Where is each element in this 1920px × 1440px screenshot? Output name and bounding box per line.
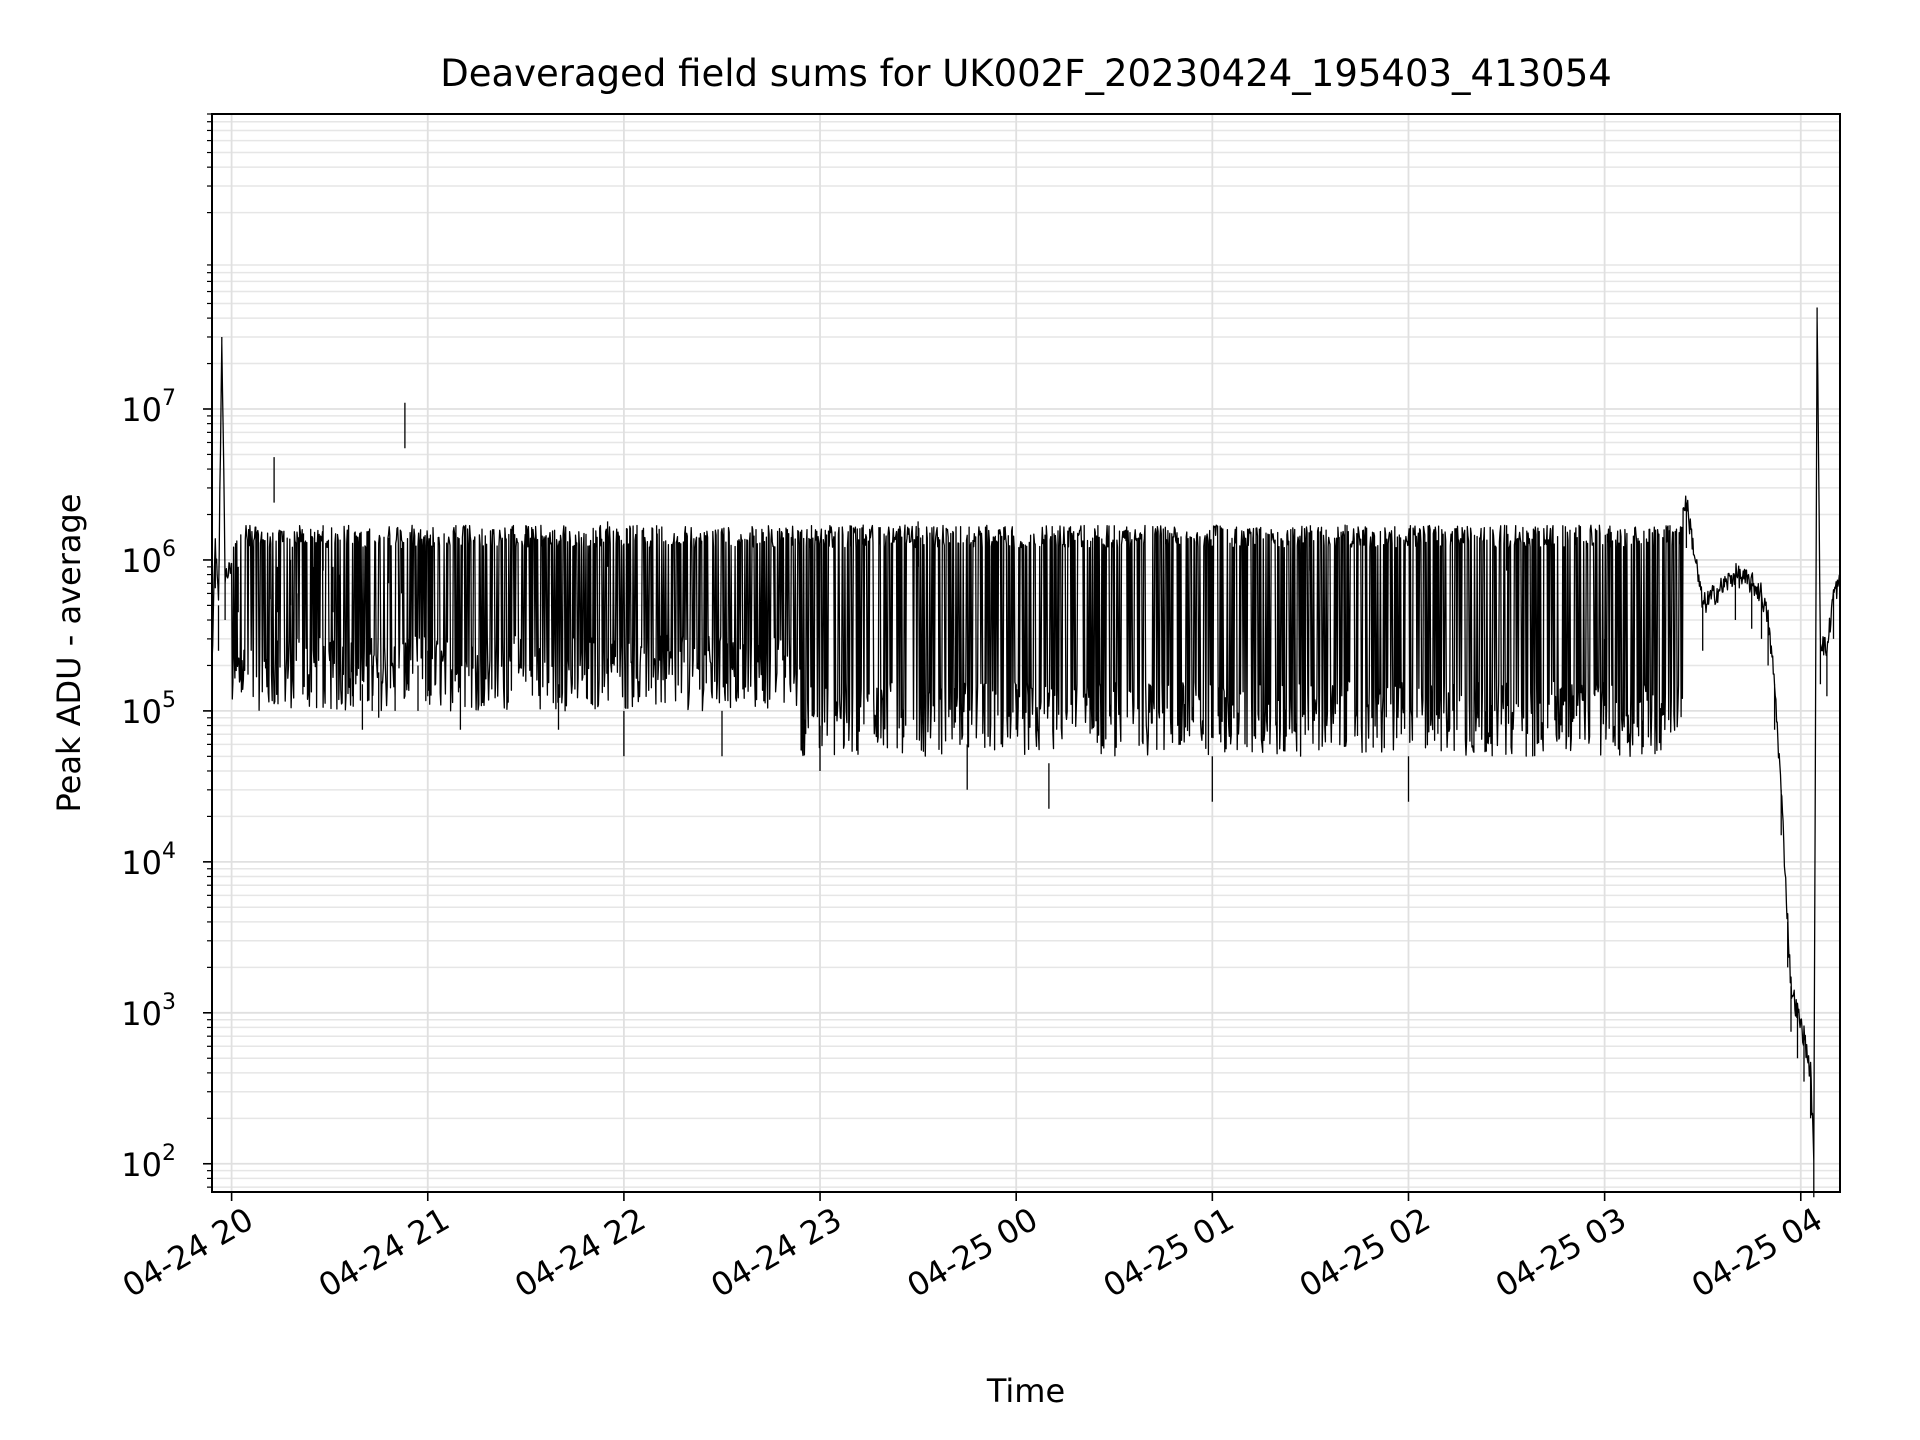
y-tick-label: 104 [121,839,176,882]
y-tick-label: 102 [121,1141,176,1184]
y-tick-label: 106 [121,537,176,580]
x-axis-label: Time [986,1372,1065,1410]
y-tick-label: 103 [121,990,176,1033]
y-tick-label: 105 [121,688,176,731]
plot-frame [211,113,1841,1193]
series-line [211,307,1841,1198]
y-axis-ticks: 102 103 104 105 106 107 [121,113,212,1188]
y-axis-label: Peak ADU - average [50,494,88,813]
chart-title: Deaveraged field sums for UK002F_2023042… [440,52,1612,95]
y-tick-label: 107 [121,386,176,429]
